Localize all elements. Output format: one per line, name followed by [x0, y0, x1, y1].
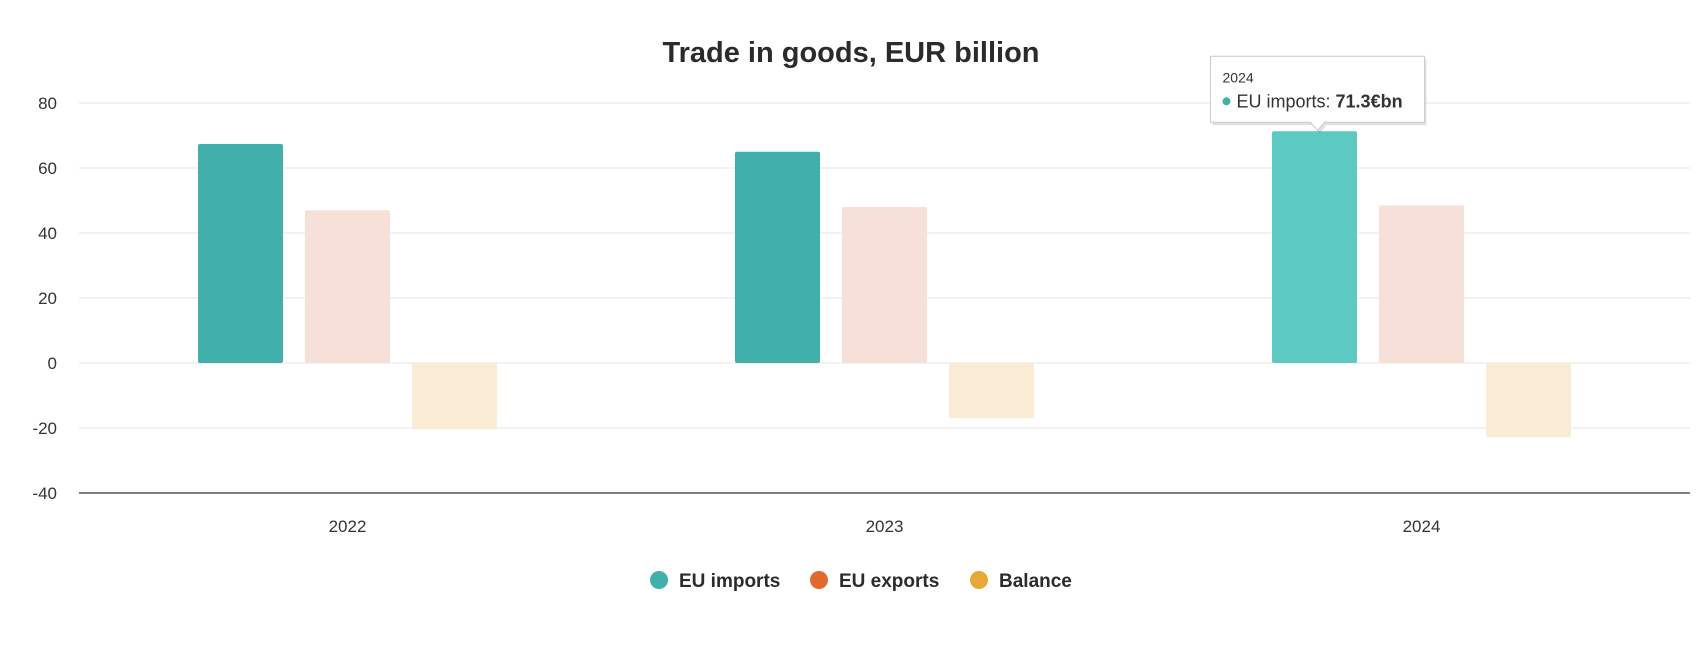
legend-item-eu-exports[interactable]: EU exports: [810, 571, 939, 592]
bar-eu-exports-2023[interactable]: [842, 207, 927, 363]
legend-label: EU imports: [679, 571, 780, 592]
tooltip-value: 71.3€bn: [1336, 91, 1403, 111]
tooltip-box: 2024 EU imports: 71.3€bn: [1210, 55, 1427, 134]
x-tick-label: 2024: [1403, 517, 1441, 536]
y-tick-label: 20: [38, 289, 57, 308]
x-tick-label: 2022: [329, 517, 367, 536]
legend-swatch: [650, 571, 668, 589]
y-tick-label: -40: [32, 484, 57, 503]
tooltip-swatch: [1222, 97, 1231, 106]
tooltip-series-label: EU imports:: [1237, 91, 1336, 111]
y-tick-label: -20: [32, 419, 57, 438]
legend-item-eu-imports[interactable]: EU imports: [650, 571, 780, 592]
legend-swatch: [970, 571, 988, 589]
legend-swatch: [810, 571, 828, 589]
bar-eu-imports-2024[interactable]: [1272, 131, 1357, 363]
bars: [198, 131, 1571, 438]
bar-eu-exports-2024[interactable]: [1379, 205, 1464, 363]
tooltip-header: 2024: [1223, 69, 1254, 85]
bar-balance-2023[interactable]: [949, 363, 1034, 419]
y-tick-label: 80: [38, 94, 57, 113]
legend-item-balance[interactable]: Balance: [970, 571, 1072, 592]
legend: EU imports EU exports Balance: [650, 571, 1072, 592]
bar-balance-2022[interactable]: [412, 363, 497, 430]
legend-label: Balance: [999, 571, 1072, 592]
y-tick-label: 40: [38, 224, 57, 243]
tooltip-background: [1210, 55, 1425, 132]
bar-eu-imports-2022[interactable]: [198, 143, 283, 363]
bar-balance-2024[interactable]: [1486, 363, 1571, 438]
bar-eu-exports-2022[interactable]: [305, 210, 390, 363]
bar-eu-imports-2023[interactable]: [735, 151, 820, 363]
x-tick-label: 2023: [866, 517, 904, 536]
legend-label: EU exports: [839, 571, 939, 592]
axes: 80 60 40 20 0 -20 -40 2022 2023 2024: [32, 94, 1690, 536]
tooltip: 2024 EU imports: 71.3€bn: [1210, 55, 1427, 134]
y-tick-label: 0: [48, 354, 57, 373]
y-tick-label: 60: [38, 159, 57, 178]
tooltip-series-name: EU imports: 71.3€bn: [1237, 91, 1403, 111]
chart-title: Trade in goods, EUR billion: [662, 37, 1039, 69]
